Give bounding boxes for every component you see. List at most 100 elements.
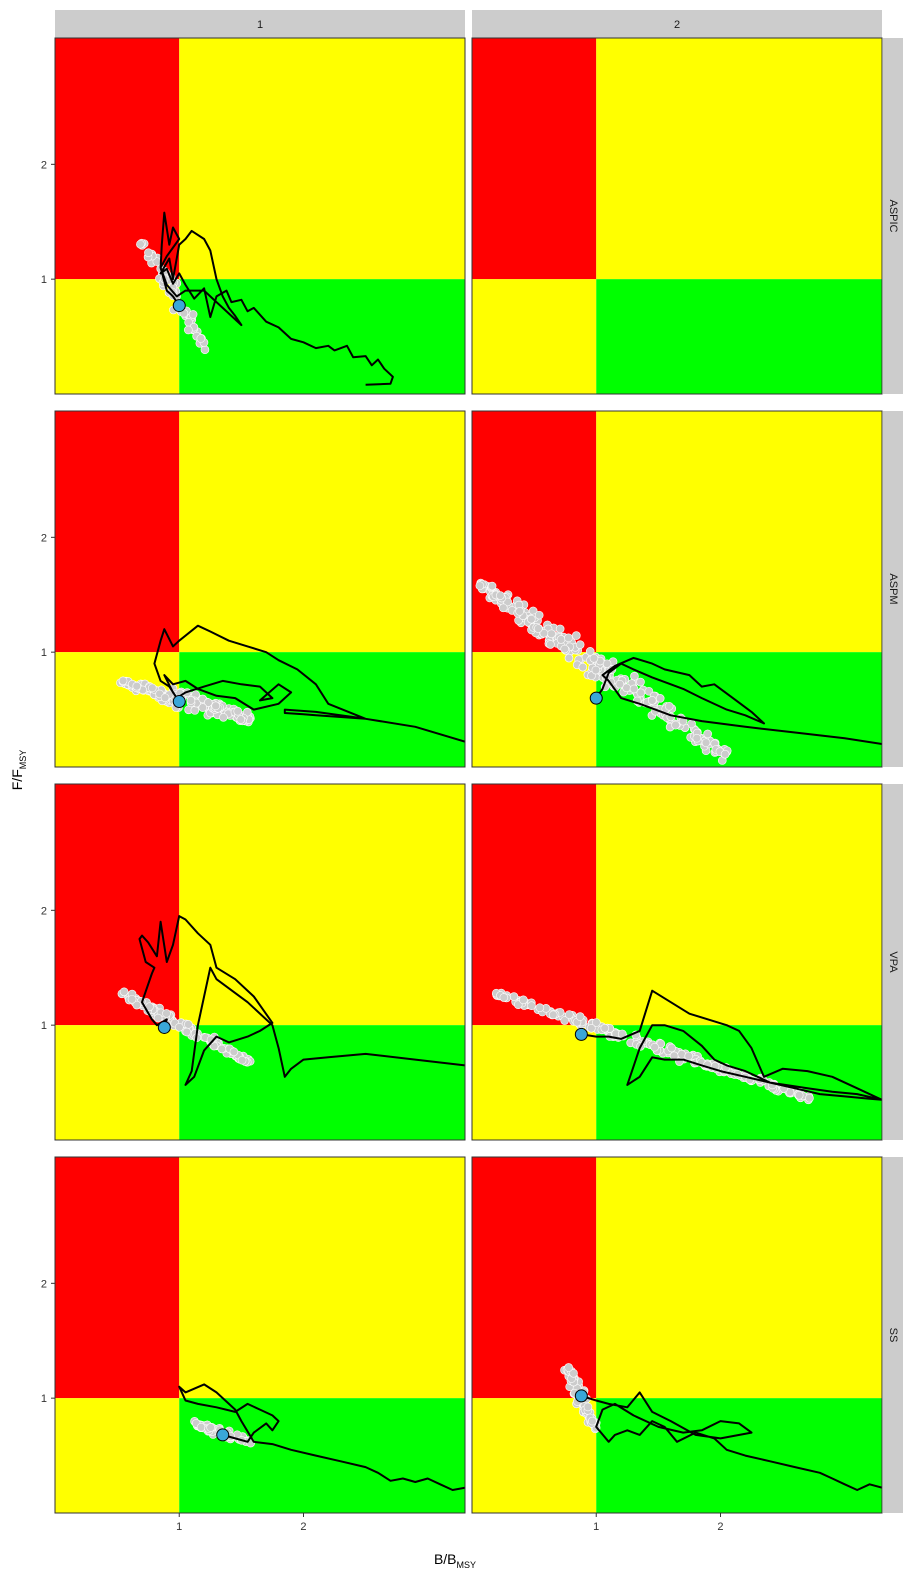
panel-aspm-2: [471, 410, 883, 768]
uncertainty-point: [591, 1018, 601, 1027]
quadrant-healthy: [179, 1398, 465, 1513]
uncertainty-point: [629, 684, 639, 694]
uncertainty-point: [119, 987, 129, 997]
facet-panels: [54, 37, 883, 1514]
uncertainty-point: [509, 992, 519, 1001]
uncertainty-point: [175, 1022, 184, 1032]
uncertainty-point: [591, 665, 601, 675]
y-tick-label: 1: [41, 1393, 47, 1405]
y-axis-title-subscript: MSY: [18, 750, 28, 770]
y-tick-label: 2: [41, 159, 47, 171]
panel-data: [491, 988, 882, 1105]
quadrant-overfishing: [596, 784, 882, 1026]
uncertainty-point: [160, 693, 170, 703]
uncertainty-point: [196, 334, 206, 343]
uncertainty-point: [575, 640, 585, 649]
quadrant-overfished-overfishing: [55, 38, 180, 280]
uncertainty-point: [217, 1044, 227, 1054]
quadrant-overfishing: [179, 784, 465, 1026]
uncertainty-point: [188, 310, 198, 319]
quadrant-overfished: [472, 1398, 597, 1513]
uncertainty-point: [720, 749, 730, 759]
panel-ss-2: [471, 1156, 883, 1514]
row-strips: ASPIC ASPM VPA SS: [883, 38, 903, 1513]
uncertainty-point: [636, 688, 646, 698]
uncertainty-point: [229, 1047, 239, 1057]
x-tick-label: 2: [300, 1521, 306, 1533]
row-strip-bg: [883, 411, 903, 767]
uncertainty-point: [118, 676, 128, 686]
trajectory-line: [581, 989, 882, 1101]
panel-border: [471, 1156, 883, 1514]
x-axis-title-main: B/B: [434, 1551, 457, 1567]
panel-border: [54, 1156, 466, 1514]
uncertainty-point: [587, 1416, 597, 1426]
uncertainty-point: [243, 707, 252, 717]
uncertainty-point: [132, 681, 142, 691]
panel-ss-1: [54, 1156, 466, 1514]
uncertainty-point: [560, 1016, 569, 1025]
panel-data: [178, 1383, 465, 1491]
uncertainty-point: [153, 1013, 163, 1023]
x-tick-label: 1: [593, 1521, 599, 1533]
y-tick-label: 1: [41, 647, 47, 659]
uncertainty-point: [575, 1012, 585, 1021]
uncertainty-point: [496, 591, 505, 600]
uncertainty-point: [198, 703, 208, 712]
uncertainty-point: [527, 1001, 536, 1011]
trajectory-line: [595, 656, 882, 745]
column-strip-bg: [472, 10, 882, 38]
y-axis-title-main: F/F: [9, 769, 25, 790]
quadrant-healthy: [596, 1398, 882, 1513]
uncertainty-point: [555, 624, 565, 634]
uncertainty-point: [515, 607, 524, 616]
uncertainty-point: [650, 1042, 659, 1052]
row-strip-bg: [883, 1157, 903, 1513]
uncertainty-point: [190, 706, 200, 715]
panel-data: [116, 624, 465, 743]
quadrant-overfished: [55, 1025, 180, 1140]
x-axis-title: B/BMSY: [434, 1551, 476, 1570]
uncertainty-point: [203, 698, 213, 707]
uncertainty-point: [527, 614, 536, 624]
uncertainty-point: [219, 713, 228, 722]
uncertainty-point: [547, 629, 556, 639]
current-status-point: [172, 299, 186, 313]
quadrant-overfished: [55, 652, 180, 767]
uncertainty-point: [560, 644, 569, 654]
uncertainty-point: [805, 1093, 814, 1103]
panel-data: [560, 1363, 882, 1491]
uncertainty-point: [475, 581, 485, 591]
current-status-point: [574, 1027, 588, 1041]
quadrant-overfished-overfishing: [55, 1157, 180, 1399]
quadrant-overfishing: [596, 38, 882, 280]
uncertainty-point: [664, 701, 674, 711]
uncertainty-point: [548, 1010, 558, 1020]
current-status-point: [216, 1428, 230, 1442]
trajectory-line: [581, 1391, 882, 1491]
y-axes: 1 2 1 2 1 2 1 2: [41, 159, 55, 1405]
uncertainty-point: [600, 1023, 610, 1033]
panel-vpa-1: [54, 783, 466, 1141]
row-strip-label: ASPIC: [887, 199, 899, 232]
uncertainty-point: [564, 653, 574, 663]
uncertainty-point: [583, 1402, 593, 1412]
quadrant-overfished-overfishing: [472, 38, 597, 280]
quadrant-overfished: [472, 279, 597, 394]
uncertainty-point: [186, 696, 196, 705]
uncertainty-point: [498, 603, 508, 613]
uncertainty-point: [237, 1055, 247, 1065]
uncertainty-point: [533, 624, 543, 633]
panel-data: [475, 578, 882, 765]
uncertainty-point: [572, 631, 581, 640]
uncertainty-point: [184, 325, 193, 335]
uncertainty-point: [519, 995, 528, 1005]
uncertainty-point: [671, 720, 680, 730]
panel-border: [54, 783, 466, 1141]
panel-aspic-1: [54, 37, 466, 395]
uncertainty-point: [556, 635, 566, 644]
panel-border: [54, 37, 466, 395]
uncertainty-point: [564, 633, 573, 643]
panel-border: [471, 37, 883, 395]
